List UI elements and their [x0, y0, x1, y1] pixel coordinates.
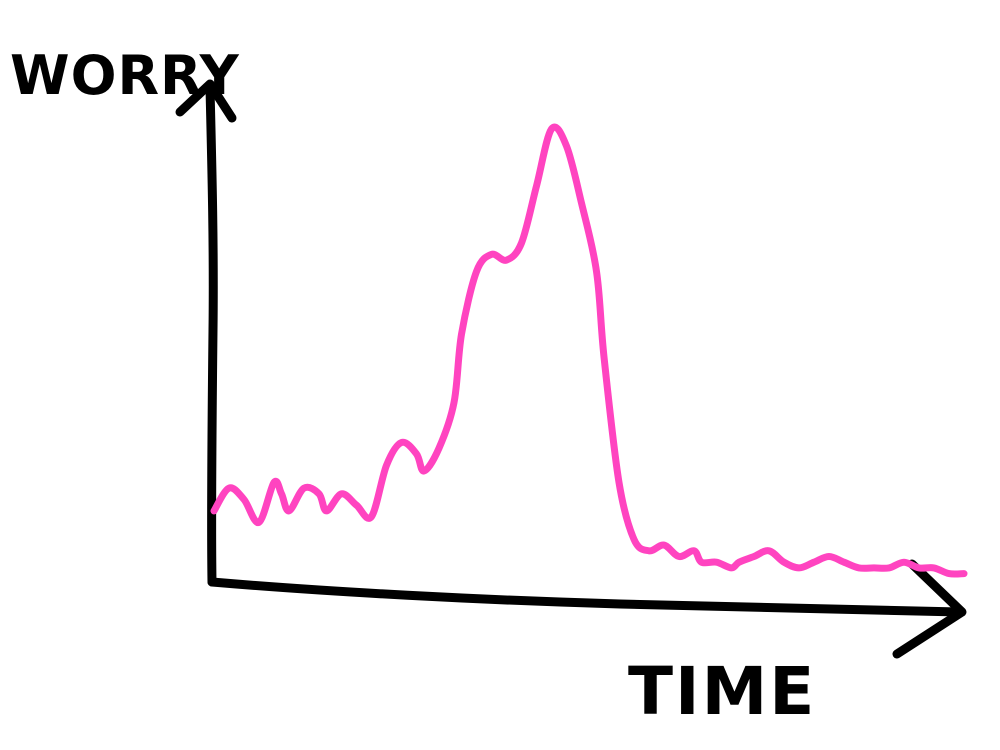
series-line-0 [210, 123, 968, 578]
y-axis-label: WORRY [10, 44, 240, 107]
y-axis-arrowhead [175, 79, 237, 123]
x-axis-arrowhead [892, 559, 967, 659]
x-axis-line [207, 577, 965, 617]
x-axis-label: TIME [628, 653, 816, 730]
y-axis-line [205, 83, 218, 587]
series-layer [210, 123, 968, 578]
